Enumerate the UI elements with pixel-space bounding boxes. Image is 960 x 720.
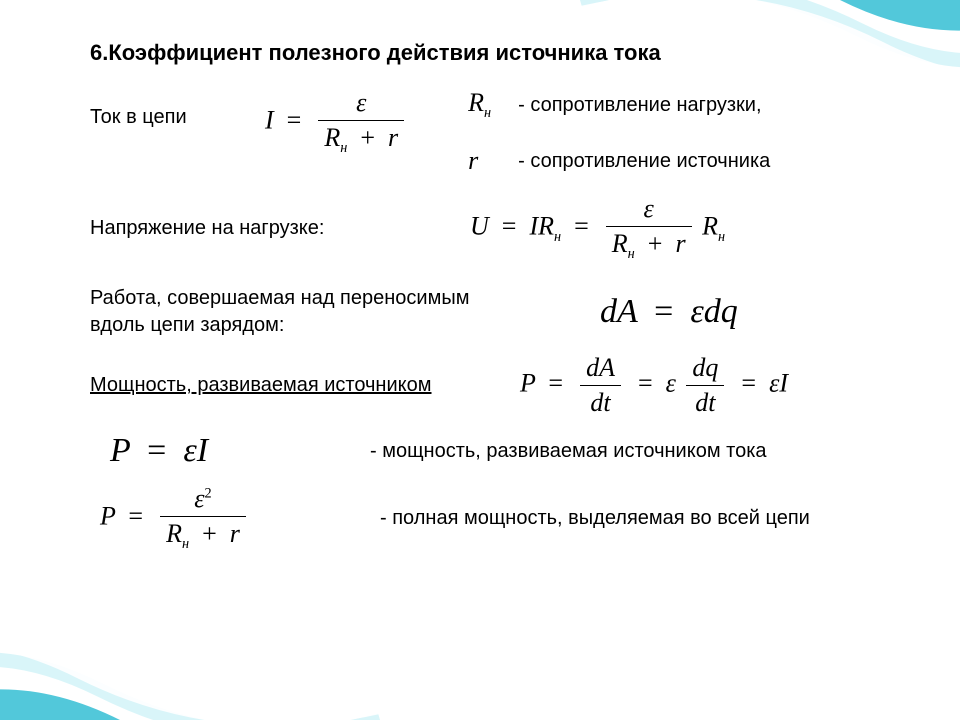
formula-power-epsI: P = εI xyxy=(110,432,310,470)
label-source-resistance: - сопротивление источника xyxy=(518,148,770,175)
symbol-Rn: Rн xyxy=(468,88,518,122)
label-work: Работа, совершаемая над переносимым вдол… xyxy=(90,285,490,339)
formula-current: I = ε Rн + r xyxy=(265,88,408,157)
formula-work: dA = εdq xyxy=(600,293,738,331)
formula-voltage: U = IRн = ε Rн + r Rн xyxy=(470,194,725,263)
formula-power-total: P = ε2 Rн + r xyxy=(100,484,320,553)
label-power-total-desc: - полная мощность, выделяемая во всей це… xyxy=(380,505,810,532)
label-load-voltage: Напряжение на нагрузке: xyxy=(90,215,410,242)
label-power-source: Мощность, развиваемая источником xyxy=(90,372,470,399)
label-power-source-desc: - мощность, развиваемая источником тока xyxy=(370,438,767,465)
slide-title: 6.Коэффициент полезного действия источни… xyxy=(90,40,880,66)
label-load-resistance: - сопротивление нагрузки, xyxy=(518,92,761,119)
formula-power-deriv: P = dA dt = ε dq dt = εI xyxy=(520,353,788,418)
label-circuit-current: Ток в цепи xyxy=(90,88,255,131)
symbol-r: r xyxy=(468,146,518,176)
slide-content: 6.Коэффициент полезного действия источни… xyxy=(0,40,960,690)
